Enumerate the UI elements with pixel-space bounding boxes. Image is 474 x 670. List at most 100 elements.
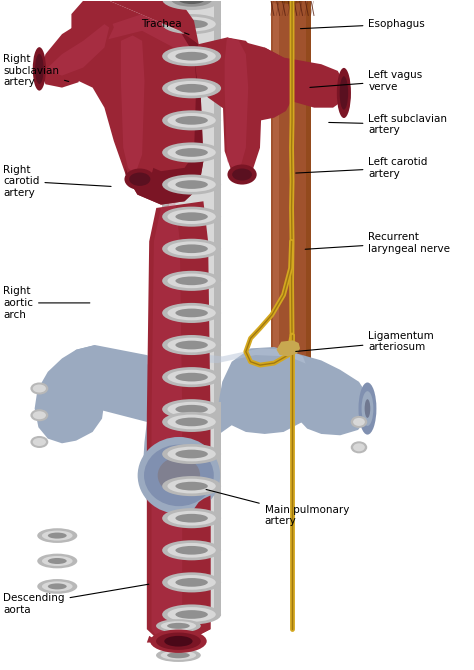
Ellipse shape — [164, 636, 192, 647]
Polygon shape — [225, 38, 248, 170]
Ellipse shape — [167, 623, 190, 629]
Ellipse shape — [162, 335, 221, 355]
Polygon shape — [169, 0, 214, 436]
Polygon shape — [67, 345, 312, 519]
Ellipse shape — [167, 81, 216, 96]
Ellipse shape — [167, 273, 216, 288]
Ellipse shape — [30, 436, 48, 448]
Ellipse shape — [175, 546, 208, 555]
Ellipse shape — [162, 143, 221, 163]
Ellipse shape — [175, 514, 208, 523]
Ellipse shape — [167, 415, 216, 429]
Ellipse shape — [167, 607, 216, 622]
Polygon shape — [276, 340, 300, 356]
Polygon shape — [222, 38, 262, 176]
Polygon shape — [152, 201, 182, 643]
Ellipse shape — [362, 391, 374, 426]
Ellipse shape — [337, 68, 351, 118]
Ellipse shape — [167, 338, 216, 352]
Text: Esophagus: Esophagus — [301, 19, 425, 29]
Ellipse shape — [37, 579, 77, 594]
Ellipse shape — [175, 116, 208, 125]
Ellipse shape — [48, 558, 67, 564]
Ellipse shape — [162, 0, 221, 10]
Ellipse shape — [167, 479, 216, 494]
Polygon shape — [126, 31, 203, 204]
Ellipse shape — [162, 111, 221, 131]
Ellipse shape — [162, 14, 221, 34]
Ellipse shape — [161, 636, 196, 645]
Polygon shape — [194, 38, 293, 121]
Text: Recurrent
laryngeal nerve: Recurrent laryngeal nerve — [305, 232, 450, 253]
Ellipse shape — [162, 399, 221, 419]
Text: Descending
aorta: Descending aorta — [3, 584, 149, 614]
Ellipse shape — [33, 385, 46, 393]
Polygon shape — [271, 0, 310, 389]
Polygon shape — [35, 345, 104, 444]
Ellipse shape — [178, 0, 205, 4]
Ellipse shape — [175, 405, 208, 413]
Text: Trachea: Trachea — [141, 19, 189, 34]
Ellipse shape — [162, 78, 221, 98]
Ellipse shape — [167, 638, 190, 644]
Polygon shape — [109, 1, 199, 44]
Text: Ligamentum
arteriosum: Ligamentum arteriosum — [296, 331, 434, 352]
Ellipse shape — [365, 399, 370, 418]
Text: Left carotid
artery: Left carotid artery — [296, 157, 428, 179]
Text: Right
carotid
artery: Right carotid artery — [3, 165, 111, 198]
Ellipse shape — [175, 245, 208, 253]
Polygon shape — [48, 24, 109, 76]
Ellipse shape — [175, 610, 208, 619]
Polygon shape — [41, 11, 114, 88]
Ellipse shape — [162, 604, 221, 624]
Polygon shape — [147, 201, 210, 643]
Ellipse shape — [228, 165, 257, 184]
Ellipse shape — [175, 373, 208, 381]
Ellipse shape — [271, 0, 310, 7]
Ellipse shape — [162, 239, 221, 259]
Polygon shape — [273, 0, 279, 389]
Ellipse shape — [48, 584, 67, 590]
Polygon shape — [298, 355, 368, 436]
Ellipse shape — [175, 417, 208, 426]
Ellipse shape — [171, 0, 212, 7]
Polygon shape — [79, 14, 196, 68]
Ellipse shape — [167, 402, 216, 417]
Ellipse shape — [156, 619, 201, 632]
Ellipse shape — [137, 437, 220, 514]
Ellipse shape — [167, 575, 216, 590]
Ellipse shape — [167, 543, 216, 557]
Ellipse shape — [167, 511, 216, 525]
Ellipse shape — [162, 540, 221, 560]
Ellipse shape — [162, 367, 221, 387]
Polygon shape — [121, 36, 145, 174]
Text: Main pulmonary
artery: Main pulmonary artery — [206, 490, 349, 527]
Ellipse shape — [37, 528, 77, 543]
Ellipse shape — [175, 578, 208, 587]
Polygon shape — [118, 34, 161, 181]
Ellipse shape — [175, 212, 208, 221]
Text: Left subclavian
artery: Left subclavian artery — [329, 114, 447, 135]
Ellipse shape — [162, 206, 221, 226]
Ellipse shape — [37, 553, 77, 568]
Ellipse shape — [167, 209, 216, 224]
Ellipse shape — [156, 649, 201, 662]
Ellipse shape — [125, 169, 155, 190]
Text: Right
subclavian
artery: Right subclavian artery — [3, 54, 69, 88]
Ellipse shape — [175, 84, 208, 92]
Text: Left vagus
verve: Left vagus verve — [310, 70, 423, 92]
Ellipse shape — [167, 17, 216, 31]
Polygon shape — [147, 496, 210, 643]
Ellipse shape — [162, 46, 221, 66]
Ellipse shape — [162, 476, 221, 496]
Polygon shape — [162, 402, 221, 616]
Ellipse shape — [162, 444, 221, 464]
Ellipse shape — [33, 411, 46, 419]
Ellipse shape — [167, 145, 216, 160]
Ellipse shape — [353, 418, 365, 426]
Ellipse shape — [175, 309, 208, 318]
Ellipse shape — [167, 370, 216, 385]
Ellipse shape — [42, 582, 73, 592]
Ellipse shape — [167, 177, 216, 192]
Ellipse shape — [42, 531, 73, 541]
